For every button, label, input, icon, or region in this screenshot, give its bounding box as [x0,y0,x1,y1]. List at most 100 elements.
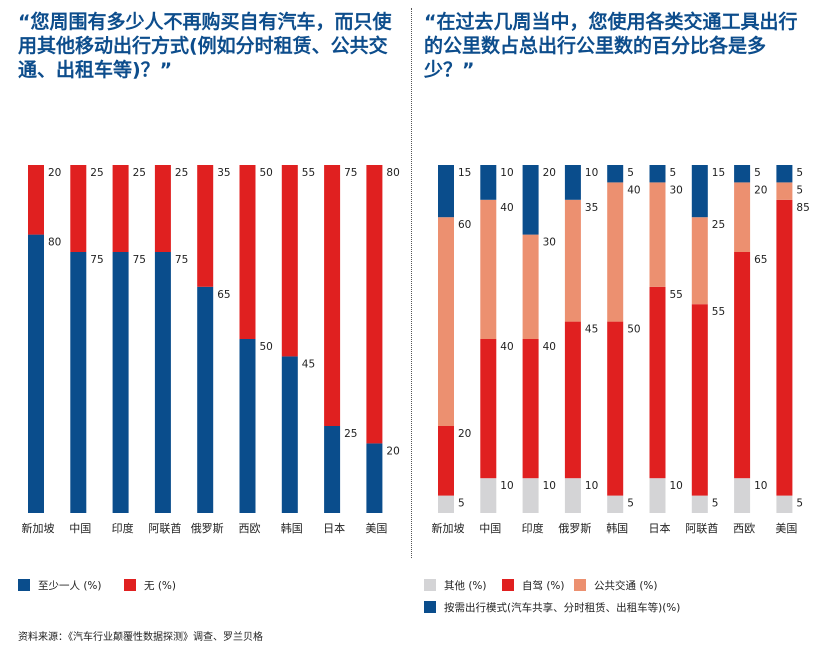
legend-item-self-drive: 自驾 (%) [502,578,565,593]
bar-segment [734,478,751,513]
data-label: 40 [627,184,640,196]
legend-swatch [424,601,436,613]
data-label: 75 [175,254,188,266]
bar-segment [281,165,298,357]
bar-segment [776,182,793,200]
bar-segment [239,165,256,339]
bar-segment [564,165,581,200]
data-label: 5 [458,498,465,510]
data-label: 10 [543,480,556,492]
bar-segment [691,217,708,305]
legend-label: 公共交通 (%) [594,580,658,592]
data-label: 30 [670,184,683,196]
data-label: 25 [712,219,725,231]
bar-segment [734,252,751,479]
data-label: 20 [754,184,767,196]
bar-segment [776,165,793,183]
category-label: 中国 [69,522,91,535]
data-label: 75 [90,254,103,266]
category-label: 印度 [522,521,544,535]
bar-segment [564,199,581,322]
bar-segment [691,304,708,496]
category-label: 新加坡 [432,521,465,535]
category-label: 韩国 [606,521,628,535]
legend-item-none: 无 (%) [124,578,176,593]
bar-segment [112,165,129,252]
bar-segment [776,495,793,513]
bar-segment [607,321,624,496]
bar-segment [776,199,793,496]
data-label: 30 [543,237,556,249]
bar-segment [649,286,666,479]
bar-segment [70,165,87,252]
data-label: 55 [302,167,315,179]
data-label: 50 [627,324,640,336]
data-label: 75 [133,254,146,266]
bar-segment [438,426,454,496]
data-label: 60 [458,219,471,231]
bar-segment [649,182,666,287]
data-label: 5 [754,167,761,179]
bar-segment [649,478,666,513]
right-question-title: “在过去几周当中，您使用各类交通工具出行的公里数占总出行公里数的百分比各是多少？… [424,11,798,81]
bar-segment [112,252,129,513]
data-label: 25 [175,167,188,179]
data-label: 45 [585,324,598,336]
data-label: 85 [796,202,809,214]
data-label: 50 [260,341,273,353]
data-label: 55 [712,306,725,318]
data-label: 10 [670,480,683,492]
category-label: 阿联酋 [148,521,181,535]
legend-swatch [18,579,30,591]
legend-item-on-demand: 按需出行模式(汽车共享、分时租赁、出租车等)(%) [424,600,680,615]
data-label: 15 [712,167,725,179]
legend-swatch [124,579,136,591]
data-label: 80 [386,167,399,179]
data-label: 5 [796,184,803,196]
bar-segment [28,165,44,235]
data-label: 10 [585,167,598,179]
data-label: 25 [344,428,357,440]
data-label: 10 [585,480,598,492]
category-label: 新加坡 [22,521,55,535]
bar-segment [607,495,624,513]
data-label: 10 [500,480,513,492]
legend-label: 自驾 (%) [522,580,565,592]
data-label: 75 [344,167,357,179]
data-label: 65 [217,289,230,301]
data-label: 45 [302,358,315,370]
category-label: 日本 [323,521,345,535]
data-label: 80 [48,237,61,249]
data-label: 55 [670,289,683,301]
legend-label: 无 (%) [144,580,177,592]
data-label: 40 [543,341,556,353]
data-label: 5 [712,498,719,510]
data-label: 25 [133,167,146,179]
data-label: 35 [217,167,230,179]
legend-item-at-least-one: 至少一人 (%) [18,578,102,593]
bar-segment [438,495,454,513]
data-label: 5 [627,498,634,510]
bar-segment [522,339,539,479]
bar-segment [522,165,539,235]
legend-item-public-transport: 公共交通 (%) [574,578,658,593]
data-label: 20 [458,428,471,440]
bar-segment [480,478,497,513]
legend-label: 其他 (%) [444,580,487,592]
category-label: 俄罗斯 [558,522,591,535]
left-legend: 至少一人 (%) 无 (%) [18,578,398,598]
bar-segment [734,165,751,183]
legend-swatch [502,579,514,591]
bar-segment [197,286,214,513]
data-label: 5 [796,498,803,510]
bar-segment [480,165,497,200]
bar-segment [438,165,454,218]
legend-swatch [574,579,586,591]
data-label: 65 [754,254,767,266]
data-label: 20 [543,167,556,179]
bar-segment [522,234,539,339]
bar-segment [607,182,624,322]
category-label: 俄罗斯 [191,522,224,535]
legend-swatch [424,579,436,591]
data-label: 40 [500,202,513,214]
